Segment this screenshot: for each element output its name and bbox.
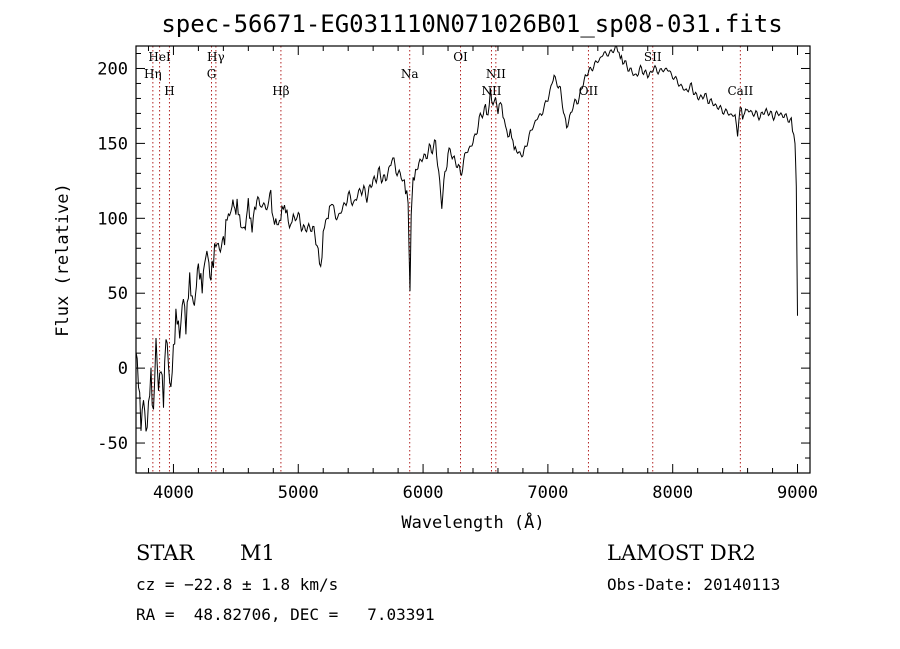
y-tick-label: 50 <box>108 284 128 304</box>
spectral-line-label: CaII <box>727 84 753 98</box>
spectral-line-label: SII <box>644 50 662 64</box>
y-tick-label: 150 <box>97 134 128 154</box>
x-tick-label: 5000 <box>278 483 319 503</box>
flux-line <box>135 45 798 432</box>
y-axis: -50 0 50 100 150 200 <box>97 52 810 459</box>
ra-dec-coordinates: RA = 48.82706, DEC = 7.03391 <box>136 605 435 624</box>
y-tick-label: -50 <box>97 434 128 454</box>
x-tick-label: 9000 <box>777 483 818 503</box>
observation-date: Obs-Date: 20140113 <box>607 575 780 594</box>
object-class: STAR <box>136 541 195 565</box>
x-axis-label: Wavelength (Å) <box>401 511 544 533</box>
spectral-line-label: OII <box>579 84 599 98</box>
spectral-line-label: NII <box>481 84 501 98</box>
flux-series-group <box>135 45 798 432</box>
survey-name: LAMOST DR2 <box>607 541 756 565</box>
spectral-line-label: Hβ <box>272 84 289 98</box>
spectral-line-label: Na <box>401 67 419 81</box>
x-tick-label: 4000 <box>153 483 194 503</box>
y-tick-label: 100 <box>97 209 128 229</box>
x-tick-label: 8000 <box>652 483 693 503</box>
spectral-line-label: Hγ <box>207 50 225 64</box>
redshift-cz: cz = −22.8 ± 1.8 km/s <box>136 575 338 594</box>
spectral-line-label: Hη <box>144 67 162 81</box>
spectral-line-label: H <box>164 84 174 98</box>
y-axis-label: Flux (relative) <box>53 183 73 337</box>
y-tick-label: 200 <box>97 59 128 79</box>
spectral-line-markers: Hη HeI H Hγ G Hβ Na OI NII NII OII SII CaII <box>144 46 754 473</box>
x-tick-label: 6000 <box>403 483 444 503</box>
x-axis: 4000 5000 6000 7000 8000 9000 <box>147 46 818 503</box>
spectral-line-label: OI <box>453 50 468 64</box>
plot-frame <box>135 45 811 474</box>
spectral-line-label: NII <box>486 67 506 81</box>
chart-title: spec-56671-EG031110N071026B01_sp08-031.f… <box>161 10 782 38</box>
spectral-line-label: HeI <box>148 50 171 64</box>
y-tick-label: 0 <box>118 359 128 379</box>
spectral-line-label: G <box>207 67 217 81</box>
x-tick-label: 7000 <box>527 483 568 503</box>
object-subclass: M1 <box>240 541 275 565</box>
